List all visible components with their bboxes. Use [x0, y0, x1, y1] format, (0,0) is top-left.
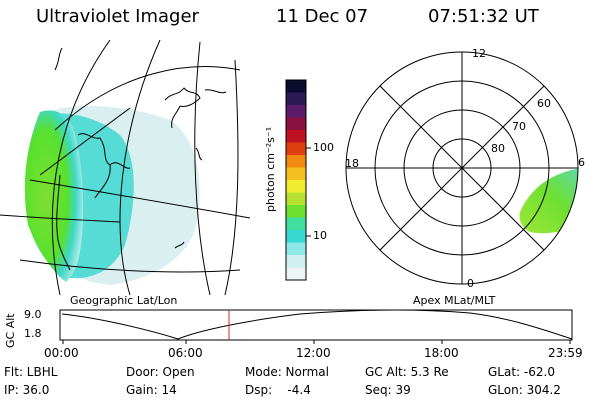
status-ip: IP: 36.0 — [4, 383, 50, 397]
mlt-label-0: 0 — [467, 277, 474, 290]
colorbar-stripe — [286, 155, 306, 168]
mlt-label-12: 12 — [472, 47, 486, 60]
colorbar-stripe — [286, 130, 306, 143]
status-glon: GLon: 304.2 — [488, 383, 561, 397]
timeline-ytick-low: 1.8 — [24, 327, 42, 340]
mlat-label-60: 60 — [537, 97, 551, 110]
timeline-ytick-high: 9.0 — [24, 308, 42, 321]
timeline-xtick-0600: 06:00 — [168, 346, 203, 360]
observation-time: 07:51:32 UT — [428, 6, 539, 27]
colorbar-stripe — [286, 117, 306, 131]
left-map-caption: Geographic Lat/Lon — [70, 294, 178, 307]
status-gc-alt: GC Alt: 5.3 Re — [365, 365, 449, 379]
timeline-xtick-2359: 23:59 — [548, 346, 583, 360]
colorbar-stripe — [286, 92, 306, 106]
timeline-xtick-0000: 00:00 — [44, 346, 79, 360]
colorbar-stripe — [286, 230, 306, 243]
mlt-label-18: 18 — [345, 157, 359, 170]
gc-altitude-curve — [61, 309, 573, 340]
colorbar-stripe — [286, 105, 306, 118]
instrument-title: Ultraviolet Imager — [36, 6, 199, 27]
colorbar-frame — [285, 79, 307, 281]
colorbar-tick-10: 10 — [313, 229, 327, 242]
colorbar-stripe — [286, 242, 306, 256]
status-filter: Flt: LBHL — [4, 365, 58, 379]
mlt-dial — [345, 51, 579, 285]
colorbar-stripe — [286, 80, 306, 93]
status-mode: Mode: Normal — [245, 365, 329, 379]
colorbar-stripe — [286, 167, 306, 181]
colorbar — [286, 80, 306, 281]
status-gain: Gain: 14 — [126, 383, 177, 397]
colorbar-tick-100: 100 — [313, 141, 334, 154]
right-dial-caption: Apex MLat/MLT — [413, 294, 496, 307]
colorbar-stripe — [286, 205, 306, 218]
colorbar-stripe — [286, 142, 306, 156]
colorbar-stripe — [286, 192, 306, 206]
dial-aurora-region — [519, 168, 578, 234]
status-dsp: Dsp: -4.4 — [245, 383, 311, 397]
coastline — [54, 47, 131, 271]
colorbar-stripe — [286, 180, 306, 193]
altitude-timeline — [59, 309, 573, 344]
graticule — [0, 40, 251, 295]
timeline-xtick-1800: 18:00 — [424, 346, 459, 360]
mlat-label-80: 80 — [491, 142, 505, 155]
coastline-north — [164, 87, 227, 249]
colorbar-stripe — [286, 267, 306, 281]
status-glat: GLat: -62.0 — [488, 365, 555, 379]
geographic-map — [0, 40, 251, 295]
observation-date: 11 Dec 07 — [276, 6, 369, 27]
colorbar-unit-label: photon cm⁻²s⁻¹ — [264, 126, 277, 212]
status-seq: Seq: 39 — [365, 383, 411, 397]
colorbar-stripe — [286, 255, 306, 268]
status-door: Door: Open — [126, 365, 195, 379]
timeline-xtick-1200: 12:00 — [296, 346, 331, 360]
timeline-axis-label: GC Alt — [4, 313, 17, 348]
dial-meridian-diagonal-b — [379, 85, 545, 251]
colorbar-stripe — [286, 217, 306, 231]
mlt-label-6: 6 — [578, 156, 585, 169]
mlat-label-70: 70 — [512, 120, 526, 133]
